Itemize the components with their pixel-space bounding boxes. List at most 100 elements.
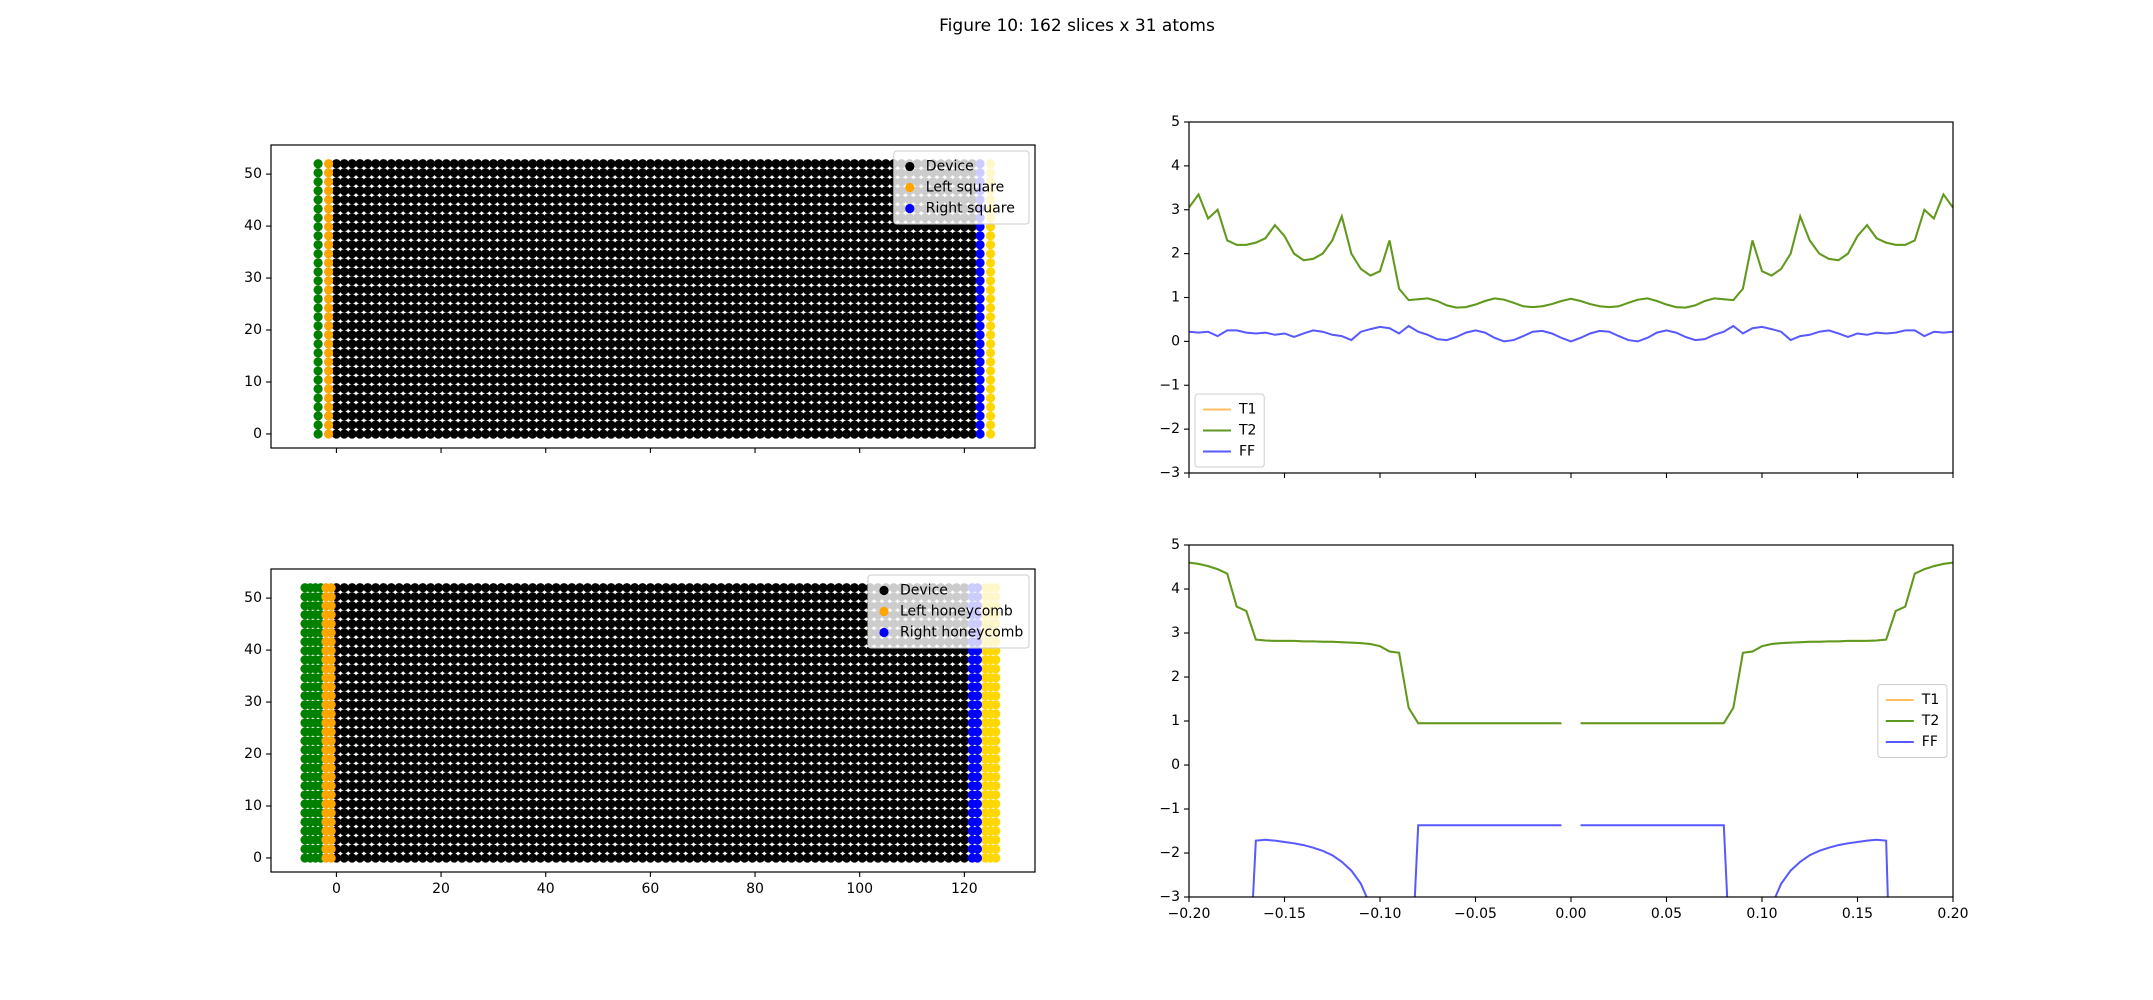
atom [755, 844, 765, 854]
atom [771, 222, 781, 232]
atom [528, 727, 538, 737]
atom [787, 177, 797, 187]
atom [763, 159, 773, 169]
atom [551, 619, 561, 629]
atom [614, 276, 624, 286]
atom [779, 285, 789, 295]
atom [378, 655, 389, 665]
atom [426, 844, 436, 854]
atom [842, 330, 852, 340]
atom [512, 294, 522, 304]
atom [912, 330, 922, 340]
atom [645, 700, 655, 710]
atom [771, 186, 781, 196]
atom [787, 835, 797, 845]
atom [818, 700, 828, 710]
atom [394, 222, 404, 232]
atom [951, 249, 962, 259]
atom [371, 781, 381, 791]
atom [755, 628, 765, 638]
atom [465, 168, 475, 178]
atom [842, 231, 852, 241]
atom [488, 727, 498, 737]
atom [739, 664, 750, 674]
atom [802, 682, 812, 692]
atom [457, 736, 467, 746]
atom [363, 682, 373, 692]
atom [755, 736, 765, 746]
atom [339, 844, 349, 854]
atom [504, 790, 514, 800]
atom [747, 285, 758, 295]
atom [614, 393, 624, 403]
atom [661, 628, 671, 638]
atom [881, 330, 891, 340]
atom [512, 285, 522, 295]
atom [763, 402, 773, 412]
atom [528, 772, 538, 782]
atom [622, 682, 632, 692]
atom [331, 204, 342, 214]
atom [630, 195, 640, 205]
atom [700, 348, 710, 358]
atom [426, 231, 436, 241]
atom [606, 628, 616, 638]
atom [449, 601, 459, 611]
atom [826, 168, 836, 178]
atom [865, 357, 875, 367]
atom [630, 619, 640, 629]
atom [771, 366, 781, 376]
atom [716, 393, 726, 403]
atom [724, 276, 734, 286]
atom [575, 357, 585, 367]
atom [528, 817, 538, 827]
atom [520, 159, 530, 169]
atom [551, 258, 561, 268]
atom [457, 321, 467, 331]
atom [637, 240, 648, 250]
atom [449, 231, 459, 241]
atom [810, 429, 820, 439]
atom [575, 330, 585, 340]
atom [575, 763, 585, 773]
atom [700, 583, 710, 593]
atom [763, 790, 773, 800]
atom [473, 267, 483, 277]
atom [386, 700, 396, 710]
atom [402, 637, 412, 647]
atom [849, 366, 860, 376]
atom [959, 339, 969, 349]
atom [630, 682, 640, 692]
atom [598, 159, 608, 169]
atom [496, 258, 506, 268]
atom [779, 168, 789, 178]
atom [355, 294, 365, 304]
atom [496, 204, 506, 214]
atom [700, 312, 710, 322]
atom [567, 637, 577, 647]
atom [928, 258, 938, 268]
atom [575, 231, 585, 241]
atom [465, 808, 475, 818]
atom [559, 754, 569, 764]
series-line [1189, 192, 1953, 309]
atom [378, 853, 389, 863]
atom [779, 204, 789, 214]
atom [457, 709, 467, 719]
atom [834, 357, 844, 367]
atom [480, 294, 491, 304]
atom [575, 411, 585, 421]
atom [787, 339, 797, 349]
atom [355, 285, 365, 295]
atom [763, 628, 773, 638]
atom [410, 312, 420, 322]
atom [802, 601, 812, 611]
atom [685, 312, 695, 322]
atom [716, 583, 726, 593]
atom [708, 772, 718, 782]
atom [685, 393, 695, 403]
atom [598, 691, 608, 701]
atom [645, 763, 655, 773]
atom [826, 709, 836, 719]
atom [347, 628, 357, 638]
